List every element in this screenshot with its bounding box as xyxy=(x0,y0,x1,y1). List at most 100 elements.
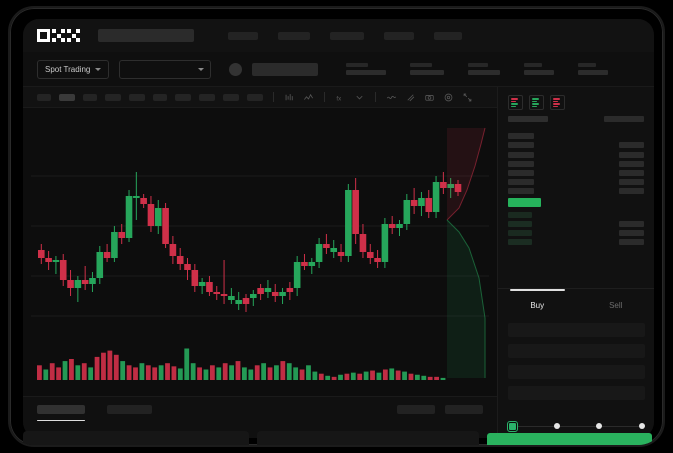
volume-bar xyxy=(395,370,401,380)
ob-ask-row-6[interactable] xyxy=(508,179,644,186)
candlestick-chart-icon[interactable] xyxy=(284,92,295,103)
ob-bid-row-1[interactable] xyxy=(508,211,644,218)
tab-sell-label: Sell xyxy=(609,301,623,310)
order-form[interactable] xyxy=(498,323,654,407)
candle-body xyxy=(220,294,228,296)
camera-icon[interactable] xyxy=(424,92,435,103)
stepper-dot-2[interactable] xyxy=(553,423,560,429)
mode-bar xyxy=(532,105,537,107)
app-screen: Spot Trading fx xyxy=(23,19,654,438)
chevron-down-icon xyxy=(95,67,102,71)
ob-header-row[interactable] xyxy=(508,116,644,122)
settings-gear-icon[interactable] xyxy=(443,92,454,103)
orderbook-bids-icon[interactable] xyxy=(529,95,544,110)
nav-item-3[interactable] xyxy=(330,31,364,40)
timeframe-10[interactable] xyxy=(247,93,263,101)
global-search-input[interactable] xyxy=(98,29,194,42)
tab-buy[interactable]: Buy xyxy=(498,289,577,322)
ob-spacer xyxy=(508,125,644,133)
ob-price-cell xyxy=(508,211,532,218)
timeframe-9[interactable] xyxy=(223,93,239,101)
market-stat-4 xyxy=(524,63,555,75)
compare-icon[interactable] xyxy=(405,92,416,103)
timeframe-8[interactable] xyxy=(199,93,215,101)
volume-bar xyxy=(427,376,433,380)
volume-bar xyxy=(242,367,247,380)
timeframe-1[interactable] xyxy=(37,93,51,101)
toolbar-divider xyxy=(375,92,376,102)
ob-price-cell xyxy=(508,116,548,122)
candle-body xyxy=(293,262,301,288)
tablet-device-frame: Spot Trading fx xyxy=(8,6,665,447)
ob-ask-row-3[interactable] xyxy=(508,151,644,158)
ob-amount-cell xyxy=(619,220,644,227)
wave-indicator-icon[interactable] xyxy=(386,92,397,103)
ob-bid-row-2[interactable] xyxy=(508,220,644,227)
indicators-icon[interactable]: fx xyxy=(335,92,346,103)
orders-tab-1[interactable] xyxy=(37,405,85,421)
ob-ask-row-7[interactable] xyxy=(508,188,644,195)
candle-body xyxy=(125,196,133,238)
timeframe-6[interactable] xyxy=(153,93,167,101)
line-chart-icon[interactable] xyxy=(303,92,314,103)
timeframe-5[interactable] xyxy=(129,93,145,101)
nav-item-5[interactable] xyxy=(434,31,462,40)
ob-ask-row-1[interactable] xyxy=(508,133,644,140)
stat-value xyxy=(578,70,609,75)
orders-action-2[interactable] xyxy=(445,405,483,414)
ob-ask-row-4[interactable] xyxy=(508,160,644,167)
fullscreen-icon[interactable] xyxy=(462,92,473,103)
order-form-field-4[interactable] xyxy=(508,386,645,400)
volume-bar xyxy=(414,374,420,380)
order-book-rows[interactable] xyxy=(498,116,654,246)
timeframe-7[interactable] xyxy=(175,93,191,101)
candle-body xyxy=(74,280,82,288)
primary-cta-button[interactable] xyxy=(487,433,652,445)
ob-spread-row[interactable] xyxy=(508,197,644,207)
orderbook-both-icon[interactable] xyxy=(508,95,523,110)
mode-bar xyxy=(511,103,518,105)
chevron-down-icon[interactable] xyxy=(354,92,365,103)
volume-bar xyxy=(267,367,273,380)
stepper-dot-3[interactable] xyxy=(596,423,603,429)
footer-card-middle[interactable] xyxy=(257,431,479,445)
nav-item-2[interactable] xyxy=(278,31,310,40)
ob-price-cell xyxy=(508,188,534,195)
nav-item-4[interactable] xyxy=(384,31,414,40)
candlestick-chart[interactable] xyxy=(23,108,497,396)
volume-bar xyxy=(177,368,183,380)
trading-pair-dropdown[interactable] xyxy=(119,59,212,79)
trading-mode-dropdown[interactable]: Spot Trading xyxy=(37,59,110,79)
onboarding-stepper[interactable] xyxy=(508,420,645,432)
chart-toolbar: fx xyxy=(23,87,497,108)
candle-body xyxy=(425,198,433,212)
buy-sell-tabs: Buy Sell xyxy=(498,288,654,322)
ob-ask-row-5[interactable] xyxy=(508,169,644,176)
orders-action-1[interactable] xyxy=(397,405,435,414)
candle-body xyxy=(337,252,345,256)
order-form-field-3[interactable] xyxy=(508,365,645,379)
timeframe-3[interactable] xyxy=(83,93,97,101)
ob-ask-row-2[interactable] xyxy=(508,142,644,149)
ob-bid-row-4[interactable] xyxy=(508,239,644,246)
volume-bar xyxy=(440,377,446,380)
stepper-dot-1[interactable] xyxy=(508,421,517,431)
okx-logo[interactable] xyxy=(37,29,80,42)
orders-tab-2[interactable] xyxy=(107,405,152,414)
order-form-field-2[interactable] xyxy=(508,344,645,358)
footer-card-left[interactable] xyxy=(23,431,249,445)
tab-sell[interactable]: Sell xyxy=(577,289,655,322)
timeframe-4[interactable] xyxy=(105,93,121,101)
volume-bar xyxy=(299,369,305,380)
price-chart-area[interactable] xyxy=(23,108,497,396)
timeframe-2[interactable] xyxy=(59,93,75,101)
order-form-field-1[interactable] xyxy=(508,323,645,337)
mode-bar xyxy=(553,103,560,105)
candle-body xyxy=(257,288,264,294)
nav-item-1[interactable] xyxy=(228,31,258,40)
volume-bar xyxy=(402,371,407,380)
volume-bar xyxy=(101,352,106,380)
ob-bid-row-3[interactable] xyxy=(508,229,644,236)
stepper-dot-4[interactable] xyxy=(638,423,645,429)
orderbook-asks-icon[interactable] xyxy=(550,95,565,110)
